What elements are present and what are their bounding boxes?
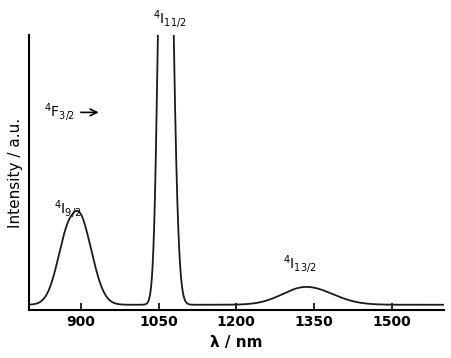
Text: $^4$I$_{13/2}$: $^4$I$_{13/2}$ [282,253,316,275]
Text: $^4$F$_{3/2}$: $^4$F$_{3/2}$ [44,102,75,123]
Text: $^4$I$_{9/2}$: $^4$I$_{9/2}$ [54,198,81,219]
Y-axis label: Intensity / a.u.: Intensity / a.u. [8,118,23,228]
Text: $^4$I$_{11/2}$: $^4$I$_{11/2}$ [153,8,186,30]
X-axis label: λ / nm: λ / nm [210,335,262,350]
